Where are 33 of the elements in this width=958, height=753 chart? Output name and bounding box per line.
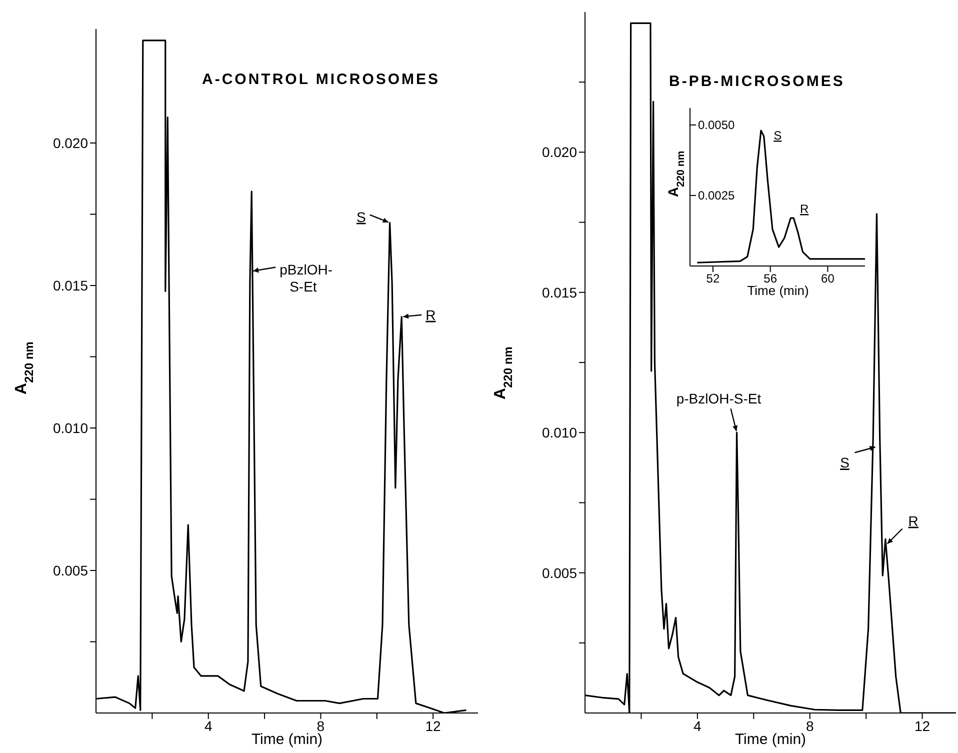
y-tick-label: 0.020: [52, 134, 88, 151]
annotation: R: [800, 202, 809, 216]
x-tick-label: 8: [806, 718, 814, 734]
x-tick-label: 12: [914, 718, 930, 734]
x-axis-title: Time (min): [251, 731, 323, 748]
x-tick-label: 52: [706, 272, 720, 286]
annotation: S: [774, 128, 782, 143]
annotation: R: [908, 512, 918, 529]
x-axis-title: Time (min): [747, 283, 809, 298]
y-tick-label: 0.0050: [698, 118, 736, 132]
x-axis-title: Time (min): [734, 731, 806, 748]
annotation: S: [840, 454, 850, 471]
text: B-PB-MICROSOMES: [669, 73, 845, 90]
line-series: [696, 130, 865, 264]
x-tick-label: 56: [764, 272, 778, 286]
x-tick-label: 12: [425, 718, 442, 734]
y-tick-label: 0.005: [542, 564, 578, 581]
annotation: S: [356, 208, 366, 225]
text: A-CONTROL MICROSOMES: [202, 71, 440, 88]
y-tick-label: 0.015: [542, 284, 578, 300]
y-tick-label: 0.010: [52, 420, 88, 436]
y-tick-label: 0.010: [542, 424, 578, 441]
y-tick-label: 0.005: [52, 562, 88, 578]
y-tick-label: 0.020: [542, 144, 578, 160]
x-tick-label: 60: [821, 272, 835, 286]
y-tick-label: 0.015: [52, 277, 88, 294]
x-tick-label: 8: [316, 718, 325, 734]
annotation: R: [426, 306, 436, 323]
x-tick-label: 4: [204, 718, 212, 734]
y-tick-label: 0.0025: [698, 188, 736, 203]
annotation: p-BzlOH-S-Et: [676, 390, 762, 407]
annotation: pBzlOH- S-Et: [280, 261, 333, 294]
x-tick-label: 4: [694, 718, 702, 734]
